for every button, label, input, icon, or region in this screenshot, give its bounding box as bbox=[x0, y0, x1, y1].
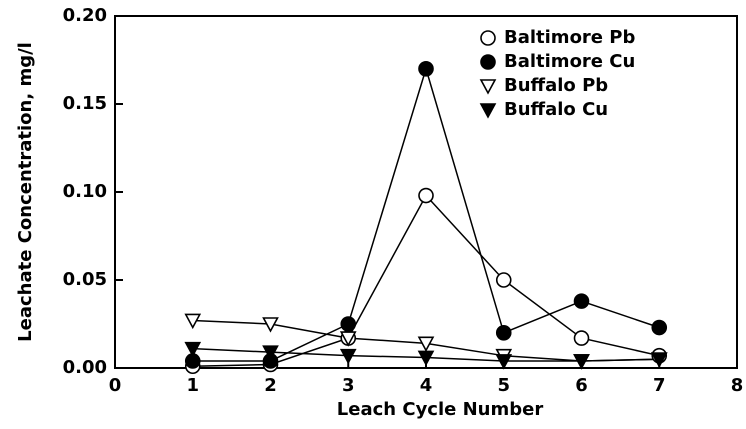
x-tick-label: 3 bbox=[342, 375, 355, 396]
data-point bbox=[573, 293, 590, 309]
data-point bbox=[573, 354, 590, 370]
legend-label: Baltimore Pb bbox=[504, 27, 635, 48]
y-tick-label: 0.20 bbox=[63, 5, 107, 26]
x-tick-label: 2 bbox=[264, 375, 277, 396]
data-point bbox=[417, 350, 435, 367]
x-tick-label: 5 bbox=[497, 375, 510, 396]
x-axis-label: Leach Cycle Number bbox=[337, 399, 544, 420]
data-point bbox=[495, 324, 512, 341]
legend-marker bbox=[479, 79, 497, 95]
data-point bbox=[495, 272, 512, 288]
data-point bbox=[418, 61, 434, 77]
data-point bbox=[418, 187, 434, 204]
legend-label: Buffalo Cu bbox=[504, 99, 608, 120]
legend-marker bbox=[480, 54, 496, 70]
x-tick-label: 8 bbox=[731, 375, 744, 396]
x-tick-label: 6 bbox=[575, 375, 588, 396]
legend-label: Baltimore Cu bbox=[504, 51, 635, 72]
legend-marker bbox=[480, 30, 496, 46]
x-tick-label: 7 bbox=[653, 375, 666, 396]
data-point bbox=[339, 348, 357, 365]
data-point bbox=[184, 313, 202, 330]
data-point bbox=[262, 317, 279, 333]
legend-label: Buffalo Pb bbox=[504, 75, 608, 96]
y-tick-label: 0.05 bbox=[63, 269, 107, 290]
data-point bbox=[651, 319, 668, 336]
y-axis-label: Leachate Concentration, mg/l bbox=[15, 42, 36, 342]
data-point bbox=[339, 331, 357, 347]
data-point bbox=[184, 341, 202, 358]
data-point bbox=[340, 316, 357, 332]
data-point bbox=[262, 345, 279, 361]
y-tick-label: 0.10 bbox=[63, 181, 107, 202]
data-point bbox=[417, 336, 435, 353]
x-tick-label: 0 bbox=[109, 375, 122, 396]
data-point bbox=[573, 330, 590, 346]
y-tick-label: 0.00 bbox=[63, 357, 107, 378]
y-tick-label: 0.15 bbox=[63, 93, 107, 114]
x-tick-label: 4 bbox=[420, 375, 433, 396]
legend-marker bbox=[479, 103, 497, 119]
x-tick-label: 1 bbox=[186, 375, 199, 396]
data-point bbox=[495, 354, 513, 370]
data-point bbox=[650, 352, 668, 368]
